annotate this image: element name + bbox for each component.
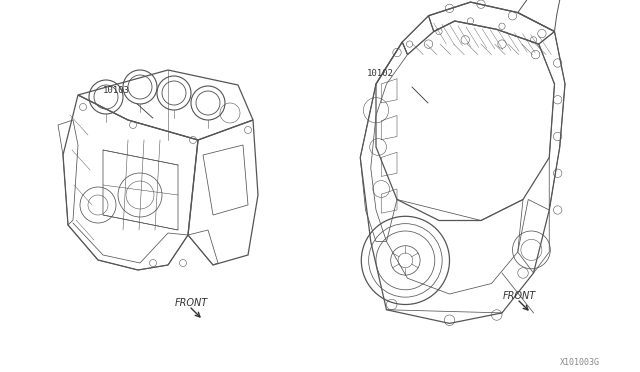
- Text: FRONT: FRONT: [503, 291, 536, 301]
- Text: FRONT: FRONT: [175, 298, 208, 308]
- Text: 10102: 10102: [367, 69, 394, 78]
- Text: 10103: 10103: [103, 86, 130, 95]
- Text: X101003G: X101003G: [560, 358, 600, 367]
